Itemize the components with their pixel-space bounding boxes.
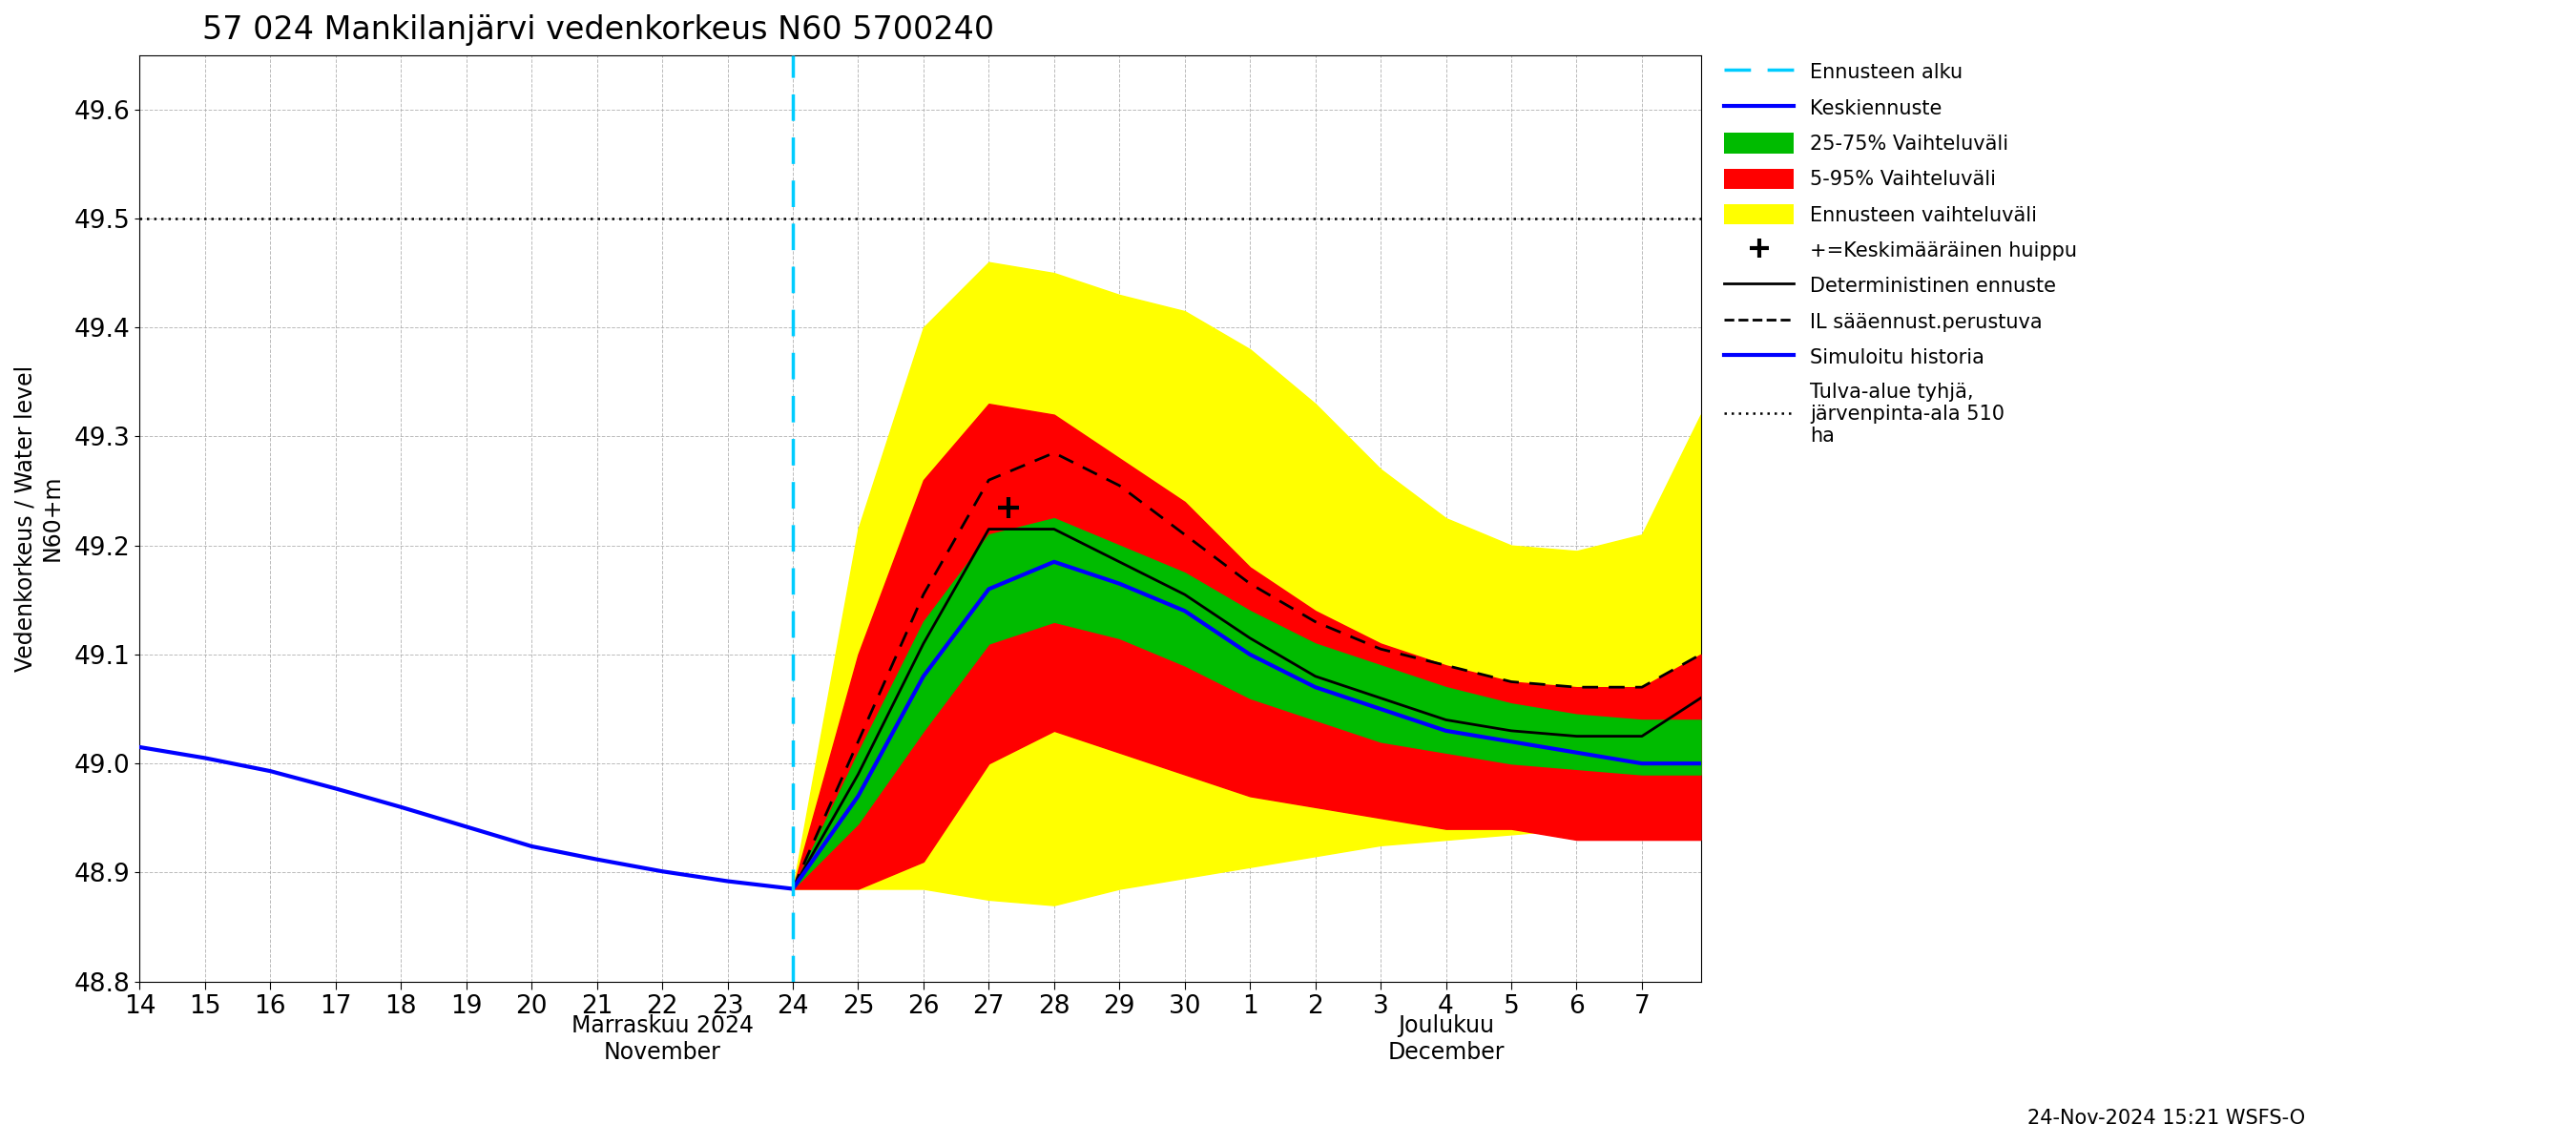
Text: 24-Nov-2024 15:21 WSFS-O: 24-Nov-2024 15:21 WSFS-O (2027, 1108, 2306, 1128)
Text: 57 024 Mankilanjärvi vedenkorkeus N60 5700240: 57 024 Mankilanjärvi vedenkorkeus N60 57… (201, 14, 994, 46)
Y-axis label: Vedenkorkeus / Water level
N60+m: Vedenkorkeus / Water level N60+m (15, 365, 64, 671)
Text: Marraskuu 2024
November: Marraskuu 2024 November (572, 1014, 752, 1064)
Legend: Ennusteen alku, Keskiennuste, 25-75% Vaihteluväli, 5-95% Vaihteluväli, Ennusteen: Ennusteen alku, Keskiennuste, 25-75% Vai… (1718, 56, 2084, 451)
Text: Joulukuu
December: Joulukuu December (1388, 1014, 1504, 1064)
